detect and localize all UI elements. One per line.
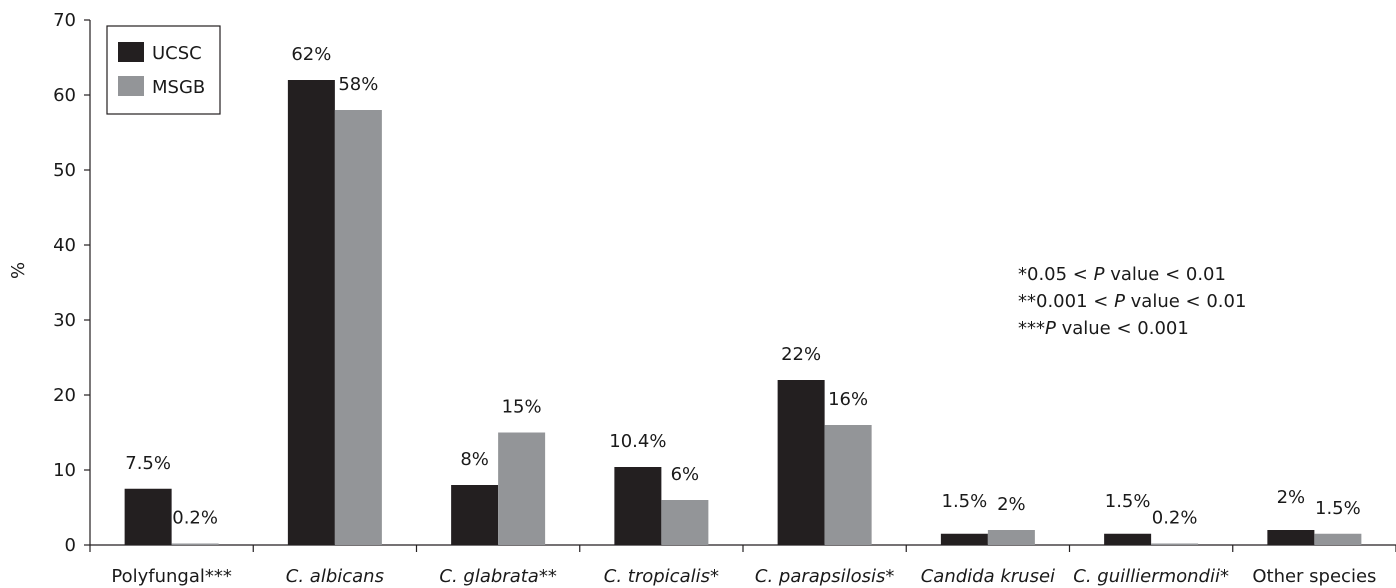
category-label-suffix: * bbox=[1220, 566, 1229, 587]
category-label: C. albicans bbox=[286, 566, 384, 587]
data-label: 62% bbox=[291, 44, 331, 65]
legend-swatch bbox=[118, 42, 144, 62]
data-label: 2% bbox=[1277, 487, 1306, 508]
y-tick-label: 50 bbox=[53, 160, 76, 181]
bar-ucsc bbox=[451, 485, 499, 545]
data-labels: 7.5% 0.2% 62% 58% 8% 15% 10.4%6% 22% 16% 1.5% 2% 1.… bbox=[125, 44, 1360, 529]
category-label-species: C. parapsilosis bbox=[755, 566, 885, 587]
category-label: C. parapsilosis* bbox=[755, 566, 894, 587]
data-label: 1.5% bbox=[942, 491, 988, 512]
significance-notes: *0.05 < P value < 0.01**0.001 < P value … bbox=[1018, 264, 1246, 339]
bar-msgb bbox=[824, 425, 872, 545]
legend: UCSC MSGB bbox=[106, 25, 221, 115]
note-suffix: value < 0.01 bbox=[1125, 291, 1247, 312]
bar-ucsc bbox=[777, 380, 825, 545]
y-tick-label: 40 bbox=[53, 235, 76, 256]
category-label: Other species bbox=[1252, 566, 1376, 587]
data-label: 0.2% bbox=[1152, 508, 1198, 529]
category-label: C. glabrata** bbox=[439, 566, 556, 587]
bars bbox=[124, 80, 1362, 545]
category-label-suffix: ** bbox=[539, 566, 557, 587]
bar-ucsc bbox=[287, 80, 335, 545]
note-p: P bbox=[1045, 318, 1056, 339]
note-suffix: value < 0.001 bbox=[1056, 318, 1189, 339]
bar-ucsc bbox=[614, 467, 662, 545]
y-tick-label: 30 bbox=[53, 310, 76, 331]
category-label-species: C. guilliermondii bbox=[1073, 566, 1220, 587]
category-label-suffix: * bbox=[710, 566, 719, 587]
bar-msgb bbox=[334, 110, 382, 545]
category-label: Candida krusei bbox=[921, 566, 1055, 587]
bar-msgb bbox=[987, 530, 1035, 545]
data-label: 1.5% bbox=[1105, 491, 1151, 512]
legend-label: UCSC bbox=[152, 43, 202, 64]
category-label-species: Candida krusei bbox=[921, 566, 1055, 587]
significance-note: *0.05 < P value < 0.01 bbox=[1018, 264, 1226, 285]
bar-ucsc bbox=[1104, 533, 1152, 545]
y-tick-label: 20 bbox=[53, 385, 76, 406]
y-tick-label: 60 bbox=[53, 85, 76, 106]
data-label: 8% bbox=[460, 449, 489, 470]
category-label: C. tropicalis* bbox=[604, 566, 719, 587]
bar-msgb bbox=[171, 543, 219, 545]
note-p: P bbox=[1094, 264, 1105, 285]
category-label: C. guilliermondii* bbox=[1073, 566, 1229, 587]
bar-ucsc bbox=[1267, 530, 1315, 545]
bar-msgb bbox=[661, 500, 709, 545]
category-label-text: Other species bbox=[1252, 566, 1376, 587]
category-label-suffix: * bbox=[885, 566, 894, 587]
data-label: 0.2% bbox=[172, 508, 218, 529]
category-label-species: C. tropicalis bbox=[604, 566, 710, 587]
y-tick-label: 0 bbox=[65, 535, 76, 556]
data-label: 2% bbox=[997, 494, 1026, 515]
legend-box bbox=[106, 25, 221, 115]
bar-ucsc bbox=[940, 533, 988, 545]
y-axis-title: % bbox=[8, 262, 29, 279]
y-tick-label: 70 bbox=[53, 10, 76, 31]
category-label: Polyfungal*** bbox=[111, 566, 232, 587]
note-prefix: *0.05 < bbox=[1018, 264, 1094, 285]
category-label-species: C. glabrata bbox=[439, 566, 538, 587]
significance-note: ***P value < 0.001 bbox=[1018, 318, 1189, 339]
note-prefix: *** bbox=[1018, 318, 1045, 339]
note-p: P bbox=[1114, 291, 1125, 312]
legend-swatch bbox=[118, 76, 144, 96]
data-label: 1.5% bbox=[1315, 498, 1361, 519]
data-label: 58% bbox=[338, 74, 378, 95]
bar-ucsc bbox=[124, 488, 172, 545]
y-tick-label: 10 bbox=[53, 460, 76, 481]
bar-msgb bbox=[498, 432, 546, 545]
bar-msgb bbox=[1314, 533, 1362, 545]
data-label: 16% bbox=[828, 389, 868, 410]
note-suffix: value < 0.01 bbox=[1104, 264, 1226, 285]
data-label: 6% bbox=[671, 464, 700, 485]
category-label-species: C. albicans bbox=[286, 566, 384, 587]
category-label-text: Polyfungal*** bbox=[111, 566, 232, 587]
significance-note: **0.001 < P value < 0.01 bbox=[1018, 291, 1246, 312]
data-label: 10.4% bbox=[609, 431, 666, 452]
bar-msgb bbox=[1151, 543, 1199, 545]
data-label: 22% bbox=[781, 344, 821, 365]
legend-label: MSGB bbox=[152, 77, 205, 98]
note-prefix: **0.001 < bbox=[1018, 291, 1114, 312]
data-label: 15% bbox=[502, 397, 542, 418]
data-label: 7.5% bbox=[125, 453, 171, 474]
axes: 0 10 20 30 40 50 60 70% Polyfungal*** C. albicans… bbox=[8, 10, 1396, 587]
